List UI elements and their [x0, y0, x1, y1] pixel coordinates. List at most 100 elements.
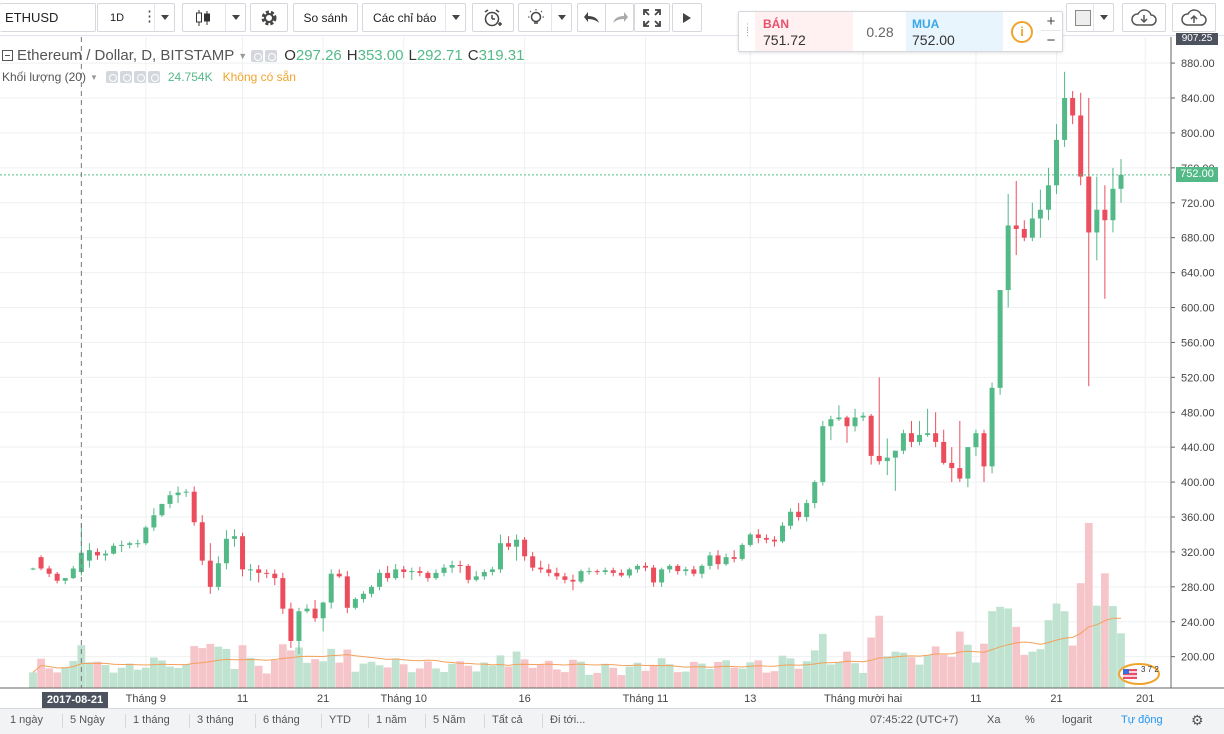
candle-body: [223, 538, 229, 564]
range-button[interactable]: 1 ngày: [10, 714, 44, 726]
candle-body: [368, 586, 374, 594]
fullscreen-icon: [643, 8, 661, 27]
chevron-down-icon: [225, 4, 245, 31]
fullscreen-button[interactable]: [634, 3, 670, 32]
volume-bar: [1012, 626, 1021, 688]
volume-bar: [818, 633, 827, 688]
visibility-icon[interactable]: [105, 71, 118, 83]
format-icon[interactable]: [265, 49, 278, 62]
candle-body: [1054, 139, 1060, 186]
price-tick-label: 640.00: [1181, 268, 1215, 280]
close-icon[interactable]: [147, 71, 160, 83]
price-chart[interactable]: 200.00 240.00 280.00 320.00 360.00 400.00 440.…: [0, 37, 1224, 708]
volume-bar: [141, 667, 150, 688]
candle-body: [1045, 185, 1051, 210]
range-button[interactable]: 1 năm: [376, 714, 407, 726]
price-tick-label: 480.00: [1181, 407, 1215, 419]
crosshair-date-label: 2017-08-21: [42, 692, 108, 708]
range-button[interactable]: 1 tháng: [133, 714, 170, 726]
sell-button[interactable]: BÁN 751.72: [755, 12, 853, 51]
candle-body: [812, 482, 818, 504]
add-icon[interactable]: [133, 71, 146, 83]
candle-body: [763, 537, 769, 540]
volume-bar: [536, 664, 545, 688]
candle-body: [111, 545, 117, 554]
candle-body: [183, 491, 189, 493]
chart-type-button[interactable]: [182, 3, 246, 32]
settings-button[interactable]: [250, 3, 288, 32]
candle-body: [70, 568, 76, 579]
candle-body: [796, 511, 802, 517]
alert-button[interactable]: [472, 3, 514, 32]
volume-bar: [762, 672, 771, 688]
compare-button[interactable]: So sánh: [293, 3, 358, 32]
compare-label: So sánh: [303, 10, 348, 25]
candle-body: [417, 571, 423, 573]
time-tick-label: 16: [518, 693, 530, 705]
range-button[interactable]: YTD: [329, 714, 351, 726]
price-tick-label: 400.00: [1181, 477, 1215, 489]
range-button[interactable]: 6 tháng: [263, 714, 300, 726]
info-icon[interactable]: i: [1011, 21, 1033, 43]
candle-body: [554, 572, 560, 577]
high-key: H: [346, 47, 358, 64]
range-button[interactable]: 5 Ngày: [70, 714, 105, 726]
volume-bar: [915, 664, 924, 688]
volume-bar: [93, 661, 102, 688]
candle-body: [675, 565, 681, 572]
cloud-download-icon: [1131, 8, 1157, 26]
replay-button[interactable]: [672, 3, 702, 32]
volume-bar: [415, 668, 424, 688]
redo-button[interactable]: [605, 3, 634, 32]
range-button[interactable]: 5 Năm: [433, 714, 466, 726]
volume-bar: [609, 667, 618, 688]
volume-bar: [424, 661, 432, 688]
volume-bar: [383, 667, 392, 688]
gear-icon[interactable]: ⚙: [1191, 712, 1204, 728]
log-scale-toggle[interactable]: logarit: [1062, 714, 1092, 726]
low-value: 292.71: [416, 47, 463, 64]
time-tick-label: Tháng mười hai: [824, 693, 902, 705]
range-button[interactable]: Tất cả: [492, 714, 523, 726]
format-icon[interactable]: [119, 71, 132, 83]
volume-bar: [907, 657, 916, 688]
volume-bar: [77, 645, 86, 688]
drag-handle-icon[interactable]: ⋮ ⋮: [743, 22, 752, 37]
color-picker-button[interactable]: [1066, 3, 1114, 32]
save-layout-button[interactable]: [1172, 3, 1216, 32]
volume-bar: [432, 668, 440, 688]
chevron-down-icon[interactable]: ▼: [89, 72, 98, 82]
buy-button[interactable]: MUA 752.00: [906, 12, 1003, 51]
collapse-icon[interactable]: [2, 50, 13, 61]
range-button[interactable]: 3 tháng: [197, 714, 234, 726]
decrease-button[interactable]: −: [1046, 32, 1056, 49]
symbol-input[interactable]: ETHUSD: [0, 3, 96, 32]
candle-body: [586, 571, 592, 573]
percent-scale-toggle[interactable]: %: [1025, 714, 1035, 726]
range-button[interactable]: Đi tới...: [550, 714, 586, 726]
chevron-down-icon[interactable]: ▼: [238, 50, 248, 61]
extended-hours-toggle[interactable]: Xa: [987, 714, 1001, 726]
volume-bar: [810, 650, 819, 688]
interval-dropdown[interactable]: 1D ⋮: [97, 3, 175, 32]
indicators-dropdown[interactable]: Các chỉ báo: [362, 3, 466, 32]
increase-button[interactable]: +: [1041, 12, 1061, 31]
volume-bar: [238, 645, 247, 688]
visibility-icon[interactable]: [251, 49, 264, 62]
drawing-tools-button[interactable]: [518, 3, 572, 32]
close-key: C: [467, 47, 479, 64]
volume-bar: [270, 660, 279, 688]
volume-bar: [295, 647, 303, 688]
volume-bar: [899, 652, 908, 688]
alarm-clock-icon: [484, 8, 502, 26]
auto-scale-toggle[interactable]: Tự động: [1121, 714, 1163, 726]
candle-body: [1037, 209, 1043, 219]
candle-body: [562, 576, 568, 580]
candle-body: [546, 569, 552, 573]
undo-button[interactable]: [577, 3, 606, 32]
load-layout-button[interactable]: [1122, 3, 1166, 32]
symbol-text: ETHUSD: [5, 10, 59, 25]
candle-body: [836, 417, 842, 420]
volume-bar: [867, 637, 876, 688]
